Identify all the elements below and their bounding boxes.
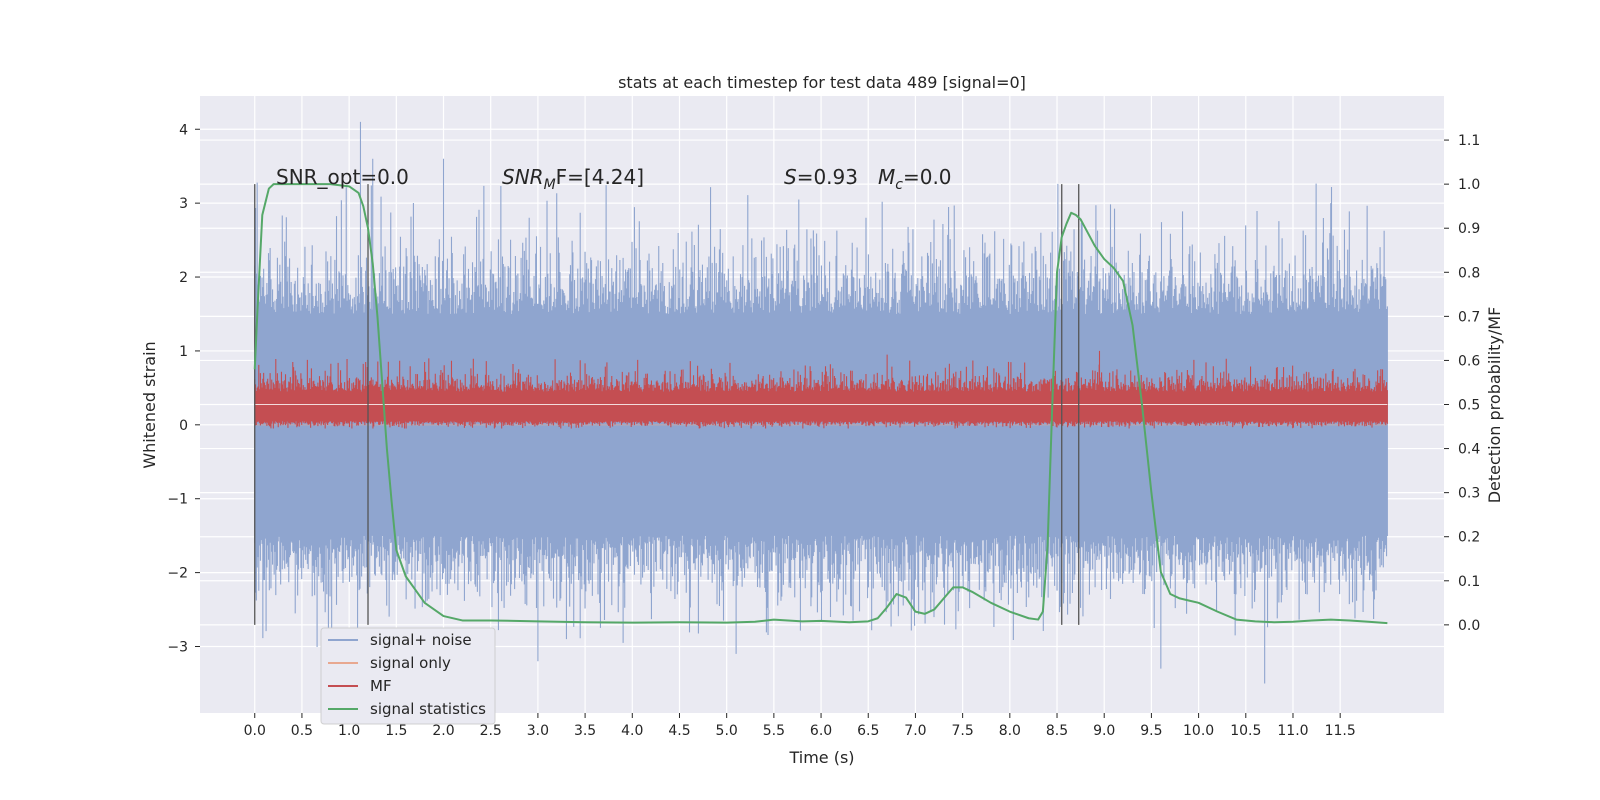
x-tick-label: 2.0: [432, 723, 454, 739]
x-tick-label: 7.5: [952, 723, 974, 739]
annotation-snr-mf-rest: F=[4.24]: [556, 165, 644, 189]
legend-label-signal-only: signal only: [370, 654, 451, 672]
y-right-tick-label: 1.0: [1458, 177, 1480, 193]
series-signal-statistics: [253, 183, 1388, 625]
legend-label-signal-noise: signal+ noise: [370, 631, 472, 649]
annotation-snr-mf-main: SNR: [502, 165, 544, 189]
x-tick-label: 1.5: [385, 723, 407, 739]
annotation-s-rest: =0.93: [797, 165, 858, 189]
y-right-tick-label: 0.4: [1458, 442, 1480, 458]
y-tick-label: 1: [179, 344, 188, 360]
y-tick-label: 2: [179, 270, 188, 286]
x-tick-label: 8.5: [1046, 723, 1068, 739]
y-tick-label: 3: [179, 196, 188, 212]
y-right-tick-label: 0.5: [1458, 398, 1480, 414]
y-right-tick-label: 1.1: [1458, 133, 1480, 149]
legend-label-signal-statistics: signal statistics: [370, 700, 486, 718]
x-tick-label: 3.5: [574, 723, 596, 739]
annotation-mc: Mc=0.0: [878, 165, 952, 193]
x-tick-label: 5.5: [763, 723, 785, 739]
annotation-s-main: S: [784, 165, 797, 189]
legend-box: [320, 627, 496, 725]
annotation-s: S=0.93: [784, 165, 858, 189]
legend: signal+ noise signal only MF signal stat…: [320, 627, 496, 725]
x-tick-label: 2.5: [480, 723, 502, 739]
annotation-mc-main: M: [878, 165, 895, 189]
x-tick-label: 6.0: [810, 723, 832, 739]
y-tick-label: −3: [167, 639, 188, 655]
y-right-tick-label: 0.0: [1458, 618, 1480, 634]
y-right-tick-label: 0.1: [1458, 574, 1480, 590]
y-right-tick-label: 0.8: [1458, 265, 1480, 281]
annotation-snr-mf-sub: M: [544, 177, 556, 193]
x-tick-label: 6.5: [857, 723, 879, 739]
x-tick-label: 11.0: [1277, 723, 1308, 739]
y-tick-label: 0: [179, 418, 188, 434]
x-tick-label: 7.0: [904, 723, 926, 739]
x-tick-label: 1.0: [338, 723, 360, 739]
series-signal-noise: [254, 121, 1388, 684]
y-right-tick-label: 0.2: [1458, 530, 1480, 546]
annotation-snr-opt: SNR_opt=0.0: [276, 165, 409, 189]
vertical-markers: [254, 184, 1080, 625]
x-tick-label: 11.5: [1325, 723, 1356, 739]
annotation-mc-sub: c: [895, 177, 903, 193]
signal-statistics-line: [253, 183, 1388, 625]
annotation-snr-mf: SNRMF=[4.24]: [502, 165, 644, 193]
x-tick-label: 10.5: [1230, 723, 1261, 739]
y-right-tick-label: 0.9: [1458, 221, 1480, 237]
x-axis-ticks: 0.0 0.5 1.0 1.5 2.0 2.5 3.0 3.5 4.0 4.5 5.0 5.5 6.0 6…: [244, 713, 1356, 739]
x-tick-label: 9.0: [1093, 723, 1115, 739]
y-right-tick-label: 0.7: [1458, 309, 1480, 325]
y-right-axis-ticks: 1.1 1.0 0.9 0.8 0.7 0.6 0.5 0.4 0.3 0.2 0.1 0.0: [1444, 133, 1480, 634]
y-tick-label: −2: [167, 566, 188, 582]
x-axis-label: Time (s): [788, 748, 854, 767]
x-tick-label: 8.0: [999, 723, 1021, 739]
x-tick-label: 0.0: [244, 723, 266, 739]
x-tick-label: 9.5: [1140, 723, 1162, 739]
x-tick-label: 3.0: [527, 723, 549, 739]
y-right-tick-label: 0.6: [1458, 353, 1480, 369]
x-tick-label: 10.0: [1183, 723, 1214, 739]
x-tick-label: 4.5: [668, 723, 690, 739]
y-right-tick-label: 0.3: [1458, 486, 1480, 502]
y-tick-label: 4: [179, 122, 188, 138]
y-right-axis-label: Detection probability/MF: [1485, 307, 1504, 504]
chart-title: stats at each timestep for test data 489…: [618, 73, 1026, 92]
legend-label-mf: MF: [370, 677, 392, 695]
y-axis-ticks: 4 3 2 1 0 −1 −2 −3: [167, 122, 200, 655]
x-tick-label: 4.0: [621, 723, 643, 739]
y-axis-label: Whitened strain: [140, 341, 159, 468]
x-tick-label: 0.5: [291, 723, 313, 739]
y-tick-label: −1: [167, 492, 188, 508]
x-tick-label: 5.0: [716, 723, 738, 739]
annotation-mc-rest: =0.0: [903, 165, 952, 189]
